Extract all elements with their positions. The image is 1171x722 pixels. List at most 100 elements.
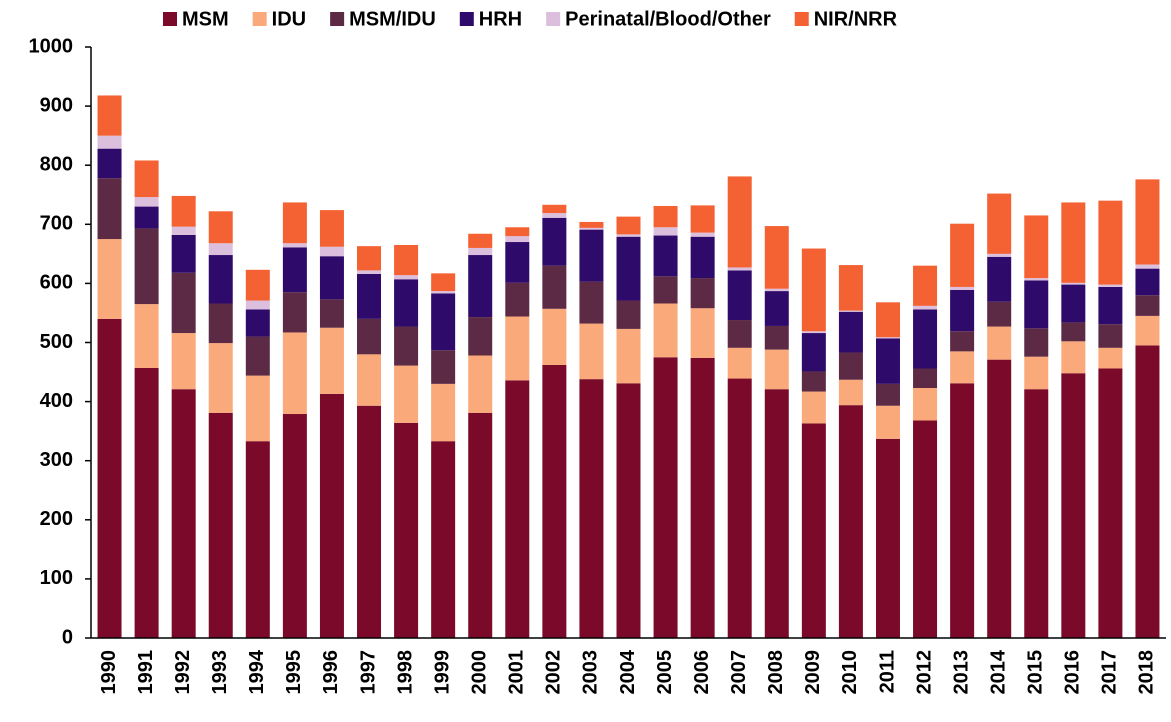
bar-segment [282, 414, 307, 638]
x-tick-label: 2018 [1136, 650, 1158, 695]
legend-label: NIR/NRR [814, 8, 898, 30]
x-tick-label: 2015 [1025, 650, 1047, 695]
bar-segment [1024, 389, 1049, 638]
bar-segment [727, 320, 752, 348]
bar-segment [394, 422, 419, 638]
bar-segment [542, 364, 567, 638]
bar-segment [913, 388, 938, 421]
bar-segment [208, 343, 233, 413]
x-tick-label: 2005 [654, 650, 676, 695]
bar-segment [801, 423, 826, 638]
bar-segment [97, 239, 122, 319]
bar-segment [357, 273, 382, 319]
bar-segment [838, 265, 863, 311]
y-tick-label: 700 [40, 213, 73, 235]
bar-segment [245, 336, 270, 376]
bar-segment [357, 354, 382, 406]
bar-segment [653, 205, 678, 228]
bar-segment [505, 380, 530, 638]
x-tick-label: 2011 [876, 650, 898, 693]
bar-segment [913, 305, 938, 310]
bar-segment [913, 368, 938, 389]
bar-segment [838, 379, 863, 406]
x-tick-label: 1994 [246, 649, 268, 694]
bar-segment [97, 148, 122, 179]
bar-segment [282, 332, 307, 415]
bar-segment [505, 242, 530, 283]
x-tick-label: 1992 [172, 650, 194, 695]
bar-segment [1098, 286, 1123, 325]
bar-segment [950, 383, 975, 638]
y-tick-label: 800 [40, 153, 73, 175]
bar-segment [653, 303, 678, 358]
bar-segment [690, 232, 715, 237]
bar-segment [505, 236, 530, 243]
bar-segment [171, 226, 196, 235]
bar-segment [245, 300, 270, 310]
bar-segment [579, 323, 604, 380]
x-tick-label: 2010 [839, 650, 861, 695]
bar-segment [875, 337, 900, 339]
bar-segment [357, 405, 382, 638]
bar-segment [838, 311, 863, 353]
bar-segment [579, 221, 604, 228]
x-tick-label: 2014 [987, 649, 1009, 694]
bar-segment [764, 288, 789, 292]
bar-segment [134, 160, 159, 198]
bar-segment [1098, 324, 1123, 348]
bar-segment [394, 365, 419, 423]
bar-segment [690, 205, 715, 233]
bar-segment [357, 246, 382, 271]
bar-segment [97, 95, 122, 136]
x-tick-label: 2008 [765, 650, 787, 695]
bar-segment [1061, 341, 1086, 374]
x-tick-label: 1995 [283, 650, 305, 695]
bar-segment [319, 393, 344, 638]
x-tick-label: 2012 [913, 650, 935, 695]
bar-segment [431, 383, 456, 442]
bar-segment [505, 282, 530, 317]
bar-segment [505, 227, 530, 237]
x-tick-label: 2006 [691, 650, 713, 695]
x-tick-label: 1998 [394, 650, 416, 695]
bar-segment [357, 318, 382, 355]
bar-segment [764, 325, 789, 350]
x-tick-label: 2007 [728, 650, 750, 695]
bar-segment [1135, 295, 1160, 316]
bar-segment [542, 213, 567, 218]
legend-swatch [330, 12, 345, 26]
bar-segment [801, 333, 826, 372]
bar-segment [764, 291, 789, 326]
bar-segment [987, 326, 1012, 360]
bar-segment [542, 265, 567, 309]
bar-segment [1098, 200, 1123, 285]
bar-segment [913, 265, 938, 306]
bar-segment [394, 279, 419, 327]
bar-segment [319, 210, 344, 247]
bar-segment [245, 269, 270, 301]
bar-segment [950, 289, 975, 332]
bar-segment [394, 244, 419, 276]
bar-segment [690, 278, 715, 309]
bar-segment [431, 293, 456, 351]
bar-segment [690, 308, 715, 358]
bar-segment [690, 236, 715, 279]
bar-segment [468, 247, 493, 256]
bar-segment [875, 338, 900, 384]
y-tick-label: 400 [40, 390, 73, 412]
x-tick-label: 1991 [135, 650, 157, 695]
x-tick-label: 2004 [617, 649, 639, 694]
bar-segment [208, 255, 233, 304]
bar-segment [319, 246, 344, 257]
bar-segment [208, 303, 233, 344]
bar-segment [801, 391, 826, 424]
bar-segment [727, 267, 752, 271]
bar-segment [987, 193, 1012, 254]
x-tick-label: 1993 [209, 650, 231, 695]
bar-segment [171, 234, 196, 273]
y-tick-label: 500 [40, 331, 73, 353]
bar-segment [801, 248, 826, 332]
x-tick-label: 1996 [320, 650, 342, 695]
bar-segment [727, 347, 752, 379]
bar-segment [616, 328, 641, 384]
